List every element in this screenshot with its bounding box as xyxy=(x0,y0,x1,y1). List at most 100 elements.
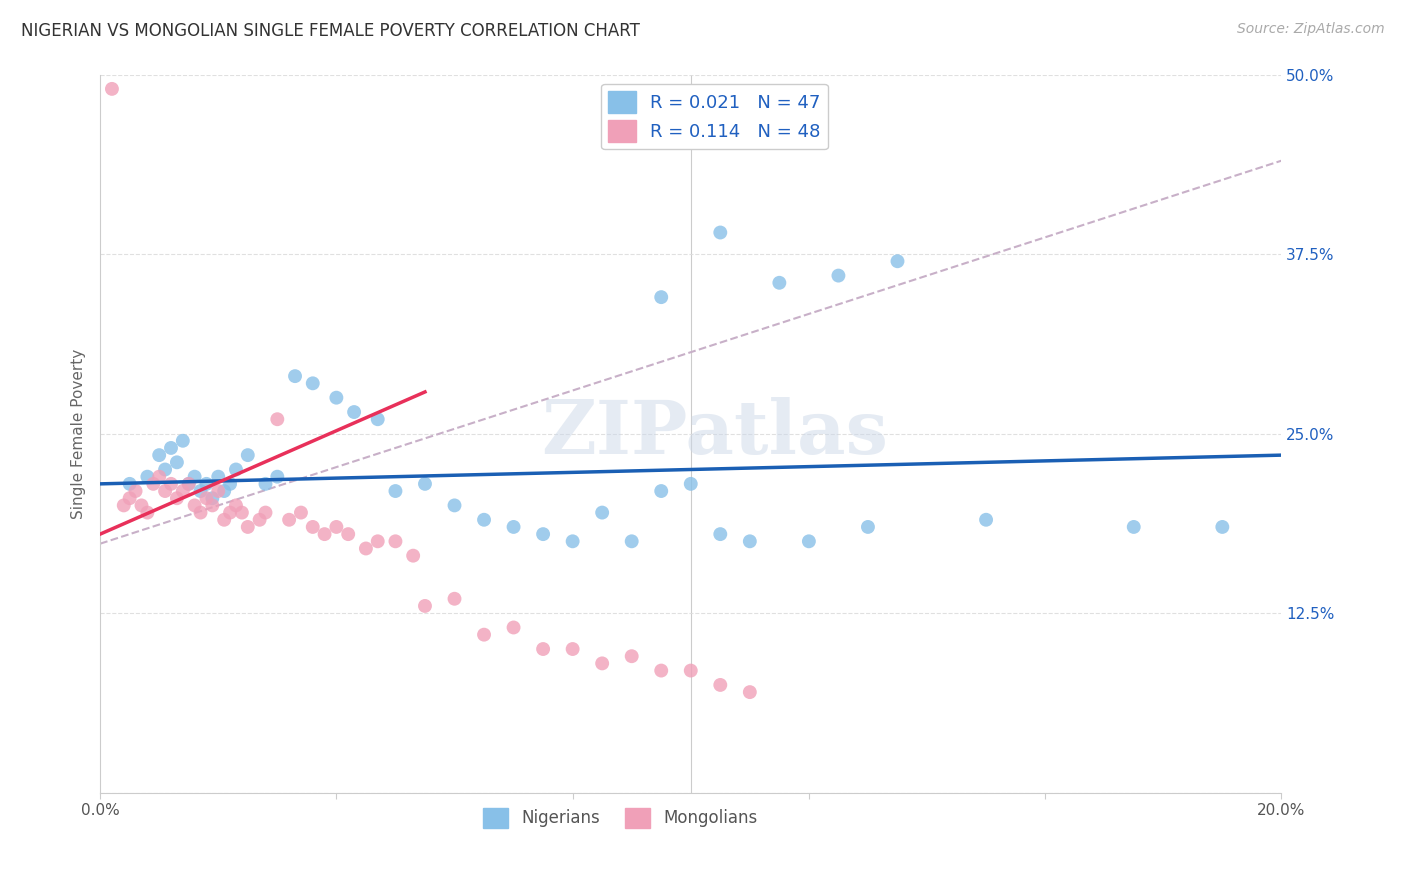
Point xyxy=(738,534,761,549)
Point xyxy=(177,476,200,491)
Point xyxy=(195,491,218,506)
Point xyxy=(591,657,613,671)
Point xyxy=(856,520,879,534)
Point xyxy=(284,369,307,384)
Point xyxy=(249,513,271,527)
Point xyxy=(183,469,205,483)
Point xyxy=(650,290,672,304)
Point xyxy=(266,469,288,483)
Point xyxy=(183,499,205,513)
Point xyxy=(472,513,495,527)
Point xyxy=(354,541,377,556)
Point xyxy=(219,506,242,520)
Point xyxy=(207,469,229,483)
Point xyxy=(472,628,495,642)
Point xyxy=(166,491,188,506)
Point xyxy=(118,476,141,491)
Text: ZIPatlas: ZIPatlas xyxy=(541,397,889,470)
Point xyxy=(231,506,253,520)
Point xyxy=(207,483,229,498)
Point xyxy=(172,483,194,498)
Point xyxy=(219,476,242,491)
Point xyxy=(561,642,583,657)
Point xyxy=(212,513,235,527)
Point xyxy=(709,678,731,692)
Point xyxy=(1211,520,1233,534)
Point xyxy=(709,226,731,240)
Point xyxy=(166,455,188,469)
Point xyxy=(148,469,170,483)
Point xyxy=(160,441,183,455)
Point xyxy=(531,642,554,657)
Point xyxy=(502,520,524,534)
Point xyxy=(177,476,200,491)
Point xyxy=(443,591,465,606)
Point xyxy=(254,476,277,491)
Point xyxy=(118,491,141,506)
Point xyxy=(153,483,176,498)
Point xyxy=(278,513,301,527)
Point xyxy=(301,520,323,534)
Point xyxy=(384,534,406,549)
Point xyxy=(413,599,436,613)
Point xyxy=(266,412,288,426)
Point xyxy=(201,499,224,513)
Point xyxy=(112,499,135,513)
Point xyxy=(768,276,790,290)
Point xyxy=(136,506,159,520)
Point xyxy=(195,476,218,491)
Point xyxy=(679,664,702,678)
Point xyxy=(225,499,247,513)
Point xyxy=(827,268,849,283)
Point xyxy=(337,527,360,541)
Point xyxy=(101,82,124,96)
Point xyxy=(738,685,761,699)
Point xyxy=(290,506,312,520)
Point xyxy=(679,476,702,491)
Text: Source: ZipAtlas.com: Source: ZipAtlas.com xyxy=(1237,22,1385,37)
Point xyxy=(384,483,406,498)
Point xyxy=(650,483,672,498)
Legend: Nigerians, Mongolians: Nigerians, Mongolians xyxy=(475,801,763,835)
Point xyxy=(153,462,176,476)
Point xyxy=(131,499,153,513)
Point xyxy=(136,469,159,483)
Point xyxy=(190,506,212,520)
Point xyxy=(797,534,820,549)
Point xyxy=(124,483,146,498)
Point xyxy=(413,476,436,491)
Point xyxy=(402,549,425,563)
Point xyxy=(443,499,465,513)
Point xyxy=(301,376,323,391)
Point xyxy=(201,491,224,506)
Point xyxy=(620,649,643,664)
Point xyxy=(709,527,731,541)
Y-axis label: Single Female Poverty: Single Female Poverty xyxy=(72,349,86,519)
Point xyxy=(620,534,643,549)
Point xyxy=(343,405,366,419)
Point xyxy=(212,483,235,498)
Point xyxy=(325,391,347,405)
Point xyxy=(236,520,259,534)
Point xyxy=(172,434,194,448)
Point xyxy=(314,527,336,541)
Point xyxy=(148,448,170,462)
Point xyxy=(367,534,389,549)
Text: NIGERIAN VS MONGOLIAN SINGLE FEMALE POVERTY CORRELATION CHART: NIGERIAN VS MONGOLIAN SINGLE FEMALE POVE… xyxy=(21,22,640,40)
Point xyxy=(236,448,259,462)
Point xyxy=(531,527,554,541)
Point xyxy=(561,534,583,549)
Point xyxy=(142,476,165,491)
Point xyxy=(1122,520,1144,534)
Point xyxy=(886,254,908,268)
Point xyxy=(190,483,212,498)
Point xyxy=(591,506,613,520)
Point xyxy=(254,506,277,520)
Point xyxy=(325,520,347,534)
Point xyxy=(367,412,389,426)
Point xyxy=(974,513,997,527)
Point xyxy=(650,664,672,678)
Point xyxy=(225,462,247,476)
Point xyxy=(502,620,524,634)
Point xyxy=(160,476,183,491)
